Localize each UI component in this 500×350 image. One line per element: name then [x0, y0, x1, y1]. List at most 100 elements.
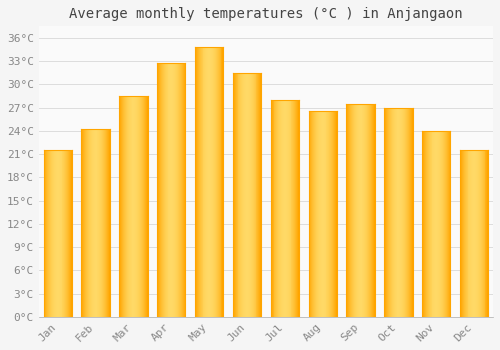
Bar	[104, 129, 105, 317]
Bar	[282, 100, 283, 317]
Bar	[100, 129, 102, 317]
Bar	[384, 108, 385, 317]
Bar	[290, 100, 292, 317]
Bar	[464, 150, 466, 317]
Bar	[443, 131, 444, 317]
Bar	[368, 104, 369, 317]
Bar	[385, 108, 386, 317]
Bar	[317, 112, 318, 317]
Bar	[44, 150, 46, 317]
Bar	[406, 108, 407, 317]
Bar	[315, 112, 316, 317]
Bar	[70, 150, 71, 317]
Bar	[92, 129, 94, 317]
Bar	[162, 63, 163, 317]
Bar	[258, 73, 260, 317]
Bar	[84, 129, 85, 317]
Bar	[322, 112, 324, 317]
Bar	[184, 63, 186, 317]
Bar	[52, 150, 53, 317]
Bar	[440, 131, 441, 317]
Bar	[244, 73, 245, 317]
Bar	[423, 131, 424, 317]
Bar	[470, 150, 472, 317]
Bar	[195, 47, 196, 317]
Bar	[351, 104, 352, 317]
Bar	[138, 96, 139, 317]
Bar	[328, 112, 330, 317]
Bar	[214, 47, 215, 317]
Bar	[50, 150, 51, 317]
Bar	[137, 96, 138, 317]
Bar	[387, 108, 388, 317]
Bar	[124, 96, 125, 317]
Bar	[319, 112, 320, 317]
Bar	[392, 108, 394, 317]
Bar	[348, 104, 349, 317]
Bar	[274, 100, 276, 317]
Bar	[444, 131, 445, 317]
Bar	[482, 150, 484, 317]
Bar	[157, 63, 158, 317]
Bar	[410, 108, 412, 317]
Bar	[204, 47, 206, 317]
Bar	[272, 100, 274, 317]
Bar	[161, 63, 162, 317]
Bar	[427, 131, 428, 317]
Bar	[358, 104, 360, 317]
Bar	[166, 63, 168, 317]
Bar	[87, 129, 88, 317]
Bar	[125, 96, 126, 317]
Bar	[196, 47, 197, 317]
Bar	[292, 100, 294, 317]
Bar	[82, 129, 84, 317]
Bar	[177, 63, 178, 317]
Bar	[475, 150, 476, 317]
Bar	[107, 129, 108, 317]
Bar	[179, 63, 180, 317]
Bar	[168, 63, 170, 317]
Bar	[296, 100, 297, 317]
Bar	[352, 104, 353, 317]
Bar	[142, 96, 143, 317]
Bar	[202, 47, 203, 317]
Bar	[409, 108, 410, 317]
Bar	[445, 131, 446, 317]
Bar	[308, 112, 310, 317]
Bar	[66, 150, 67, 317]
Bar	[389, 108, 390, 317]
Bar	[424, 131, 425, 317]
Bar	[90, 129, 91, 317]
Bar	[354, 104, 355, 317]
Bar	[390, 108, 391, 317]
Bar	[247, 73, 248, 317]
Bar	[408, 108, 409, 317]
Bar	[398, 108, 400, 317]
Bar	[460, 150, 461, 317]
Bar	[170, 63, 172, 317]
Bar	[222, 47, 224, 317]
Bar	[350, 104, 351, 317]
Bar	[404, 108, 405, 317]
Bar	[54, 150, 55, 317]
Bar	[141, 96, 142, 317]
Bar	[314, 112, 315, 317]
Bar	[324, 112, 326, 317]
Bar	[132, 96, 134, 317]
Bar	[356, 104, 357, 317]
Bar	[174, 63, 175, 317]
Bar	[206, 47, 208, 317]
Bar	[55, 150, 56, 317]
Bar	[60, 150, 62, 317]
Bar	[474, 150, 475, 317]
Bar	[448, 131, 450, 317]
Bar	[246, 73, 247, 317]
Bar	[484, 150, 486, 317]
Bar	[68, 150, 69, 317]
Bar	[270, 100, 272, 317]
Bar	[245, 73, 246, 317]
Bar	[481, 150, 482, 317]
Bar	[294, 100, 296, 317]
Bar	[353, 104, 354, 317]
Bar	[53, 150, 54, 317]
